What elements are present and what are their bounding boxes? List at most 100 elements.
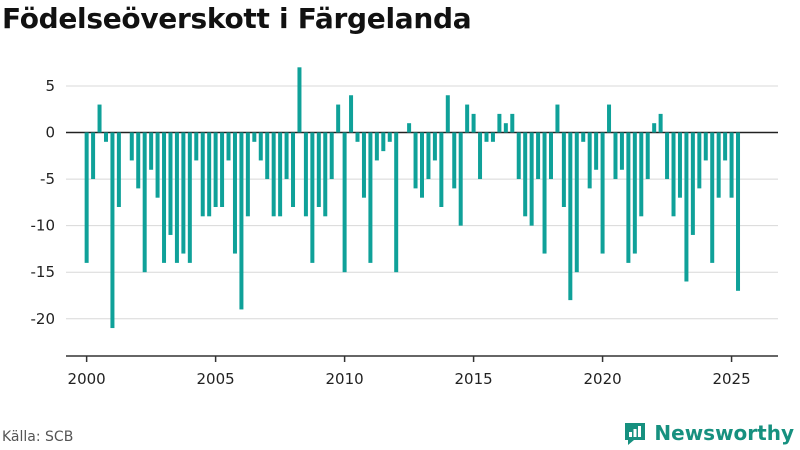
bar	[561, 132, 566, 207]
brand[interactable]: Newsworthy	[622, 420, 794, 446]
bar	[439, 132, 444, 207]
bar	[368, 132, 373, 263]
bar	[284, 132, 289, 180]
bar	[652, 123, 657, 133]
x-tick-label: 2015	[455, 370, 493, 388]
bar	[336, 104, 341, 133]
x-tick-label: 2020	[583, 370, 621, 388]
bar	[587, 132, 592, 189]
x-tick-label: 2005	[197, 370, 235, 388]
bar	[342, 132, 347, 273]
bar	[703, 132, 708, 161]
y-tick-label: 5	[45, 77, 55, 95]
bar	[407, 123, 412, 133]
bar	[420, 132, 424, 198]
bar	[452, 132, 457, 189]
bar	[600, 132, 605, 254]
bar	[97, 104, 102, 133]
bar	[723, 132, 728, 161]
bar	[607, 104, 612, 133]
brand-name: Newsworthy	[654, 421, 794, 445]
bar	[91, 132, 96, 180]
bar	[613, 132, 618, 180]
bar	[465, 104, 470, 133]
bar	[226, 132, 231, 161]
bar	[291, 132, 296, 207]
bar	[355, 132, 360, 142]
bar	[181, 132, 186, 254]
bar	[645, 132, 650, 180]
bar	[271, 132, 276, 217]
bar	[374, 132, 379, 161]
bar	[258, 132, 263, 161]
grid-lines	[66, 85, 778, 320]
bar	[349, 95, 354, 133]
bar	[129, 132, 134, 161]
y-tick-label: -5	[40, 170, 55, 188]
bar	[329, 132, 334, 180]
bar	[142, 132, 147, 273]
bar	[484, 132, 489, 142]
bar	[413, 132, 418, 189]
bar	[639, 132, 644, 217]
y-tick-label: 0	[45, 124, 55, 142]
bar	[710, 132, 715, 263]
bar	[168, 132, 173, 235]
bar	[619, 132, 624, 170]
bar	[232, 132, 237, 254]
bar	[252, 132, 257, 142]
bar	[516, 132, 521, 180]
bar	[239, 132, 244, 310]
chart-title: Födelseöverskott i Färgelanda	[2, 2, 472, 35]
bar	[316, 132, 321, 207]
x-tick-label: 2010	[326, 370, 364, 388]
bar	[103, 132, 108, 142]
bar	[136, 132, 141, 189]
bar	[536, 132, 541, 180]
bar	[207, 132, 212, 217]
y-tick-label: -10	[31, 217, 56, 235]
bar	[310, 132, 315, 263]
y-axis-ticks: 5 0 -5 -10 -15 -20	[31, 77, 56, 328]
bar	[510, 113, 515, 133]
bar	[529, 132, 534, 226]
bar	[568, 132, 573, 301]
bar	[471, 113, 476, 133]
bar	[458, 132, 463, 226]
bar	[194, 132, 199, 161]
bar	[523, 132, 528, 217]
source-note: Källa: SCB	[2, 429, 74, 445]
bar	[665, 132, 670, 180]
bar	[200, 132, 205, 217]
bar	[542, 132, 547, 254]
bar	[736, 132, 741, 291]
bar	[220, 132, 225, 207]
bar	[213, 132, 218, 207]
x-axis: 2000 2005 2010 2015 2020 2025	[66, 355, 778, 388]
bar	[110, 132, 115, 329]
bar	[716, 132, 721, 198]
bar	[116, 132, 121, 207]
bar	[278, 132, 283, 217]
bar	[387, 132, 392, 142]
bar	[245, 132, 250, 217]
bar	[478, 132, 483, 180]
bar	[432, 132, 437, 161]
bar	[162, 132, 167, 263]
bar	[729, 132, 734, 198]
bar	[690, 132, 695, 235]
bar	[297, 67, 302, 133]
bar	[394, 132, 399, 273]
bar	[323, 132, 328, 217]
bar	[503, 123, 508, 133]
bar	[174, 132, 179, 263]
y-tick-label: -20	[31, 310, 56, 328]
bar	[303, 132, 308, 217]
bar	[626, 132, 631, 263]
bar	[632, 132, 637, 254]
bar	[490, 132, 495, 142]
x-tick-label: 2000	[68, 370, 106, 388]
y-tick-label: -15	[31, 263, 56, 281]
bar	[426, 132, 431, 180]
